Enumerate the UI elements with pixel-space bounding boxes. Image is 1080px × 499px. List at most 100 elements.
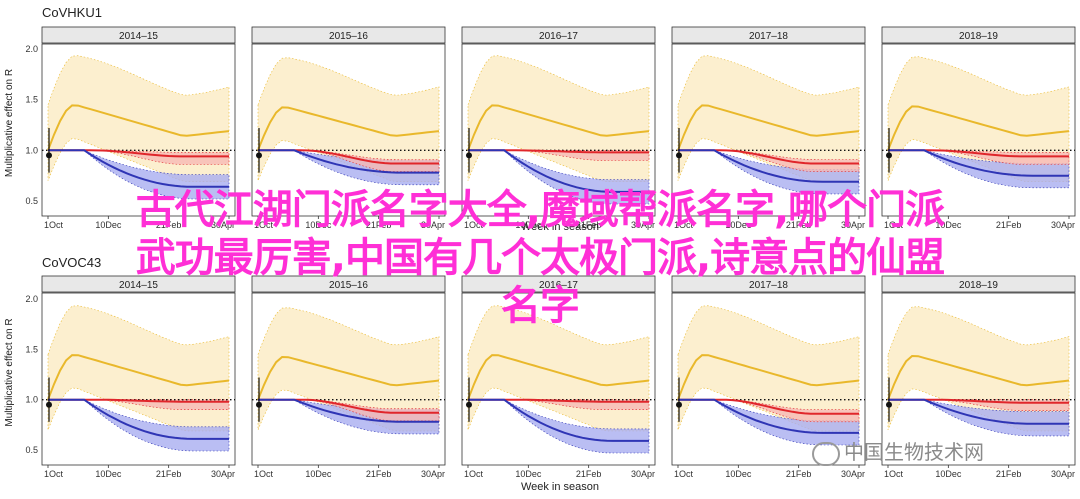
facet-strip-label: 2015–16 (329, 280, 368, 291)
blue-series-line (678, 398, 859, 434)
facet-strip-label: 2016–17 (539, 31, 578, 42)
seasonal-series-line (677, 104, 860, 151)
x-tick-label: 30Apr (631, 220, 655, 230)
seasonal-series-line (47, 104, 230, 151)
chart-title-1: CoVHKU1 (42, 5, 102, 20)
x-tick-label: 30Apr (841, 469, 865, 479)
x-tick-label: 21Feb (996, 220, 1022, 230)
blue-ci-band (678, 150, 860, 195)
seasonal-series-line (677, 354, 860, 401)
blue-series-line (258, 149, 439, 174)
facet-strip-label: 2015–16 (329, 31, 368, 42)
overlay-title-line-1: 古代江湖门派名字大全,魔域帮派名字,哪个门派 (135, 187, 945, 233)
point-estimate (46, 401, 52, 408)
seasonal-series-line (467, 354, 650, 401)
x-tick-label: 10Dec (305, 220, 332, 230)
seasonal-series-line (47, 354, 230, 401)
chart-title-2: CoVOC43 (42, 255, 101, 270)
facet-strip (251, 275, 446, 293)
panel-2-2: 2015–16 1Oct 10Dec 21Feb 30Apr (251, 275, 446, 479)
x-tick-label: 1Oct (464, 220, 484, 230)
facet-strip (881, 275, 1076, 293)
y-axis-label-2: Multiplicative effect on R (4, 318, 15, 426)
x-tick-label: 30Apr (211, 220, 235, 230)
y-tick-label: 1.0 (25, 395, 38, 405)
y-axis-label-1: Multiplicative effect on R (4, 69, 15, 177)
x-tick-label: 21Feb (576, 469, 602, 479)
panel-1-4: 2017–18 1Oct 10Dec 21Feb 30Apr (671, 26, 866, 230)
panel-1-3: 2016–17 1Oct 10Dec 21Feb 30Apr (461, 26, 656, 230)
facet-strip-label: 2014–15 (119, 31, 158, 42)
seasonal-series-line (887, 354, 1070, 401)
x-tick-label: 10Dec (515, 220, 542, 230)
point-estimate (466, 152, 472, 159)
y-tick-label: 2.0 (25, 44, 38, 54)
point-estimate (886, 401, 892, 408)
x-tick-label: 21Feb (786, 220, 812, 230)
x-tick-label: 21Feb (786, 469, 812, 479)
x-tick-label: 1Oct (44, 469, 64, 479)
panel-2-4: 2017–18 1Oct 10Dec 21Feb 30Apr (671, 275, 866, 479)
point-estimate (256, 401, 262, 408)
x-tick-label: 21Feb (366, 469, 392, 479)
seasonal-series-line (887, 105, 1070, 151)
x-tick-label: 1Oct (674, 469, 694, 479)
blue-series-line (888, 149, 1069, 177)
y-tick-label: 1.5 (25, 95, 38, 105)
blue-series-line (888, 398, 1069, 425)
x-axis-title-2: Week in season (521, 481, 599, 493)
y-tick-label: 2.0 (25, 294, 38, 304)
facet-strip (41, 26, 236, 44)
seasonal-ci-band (677, 305, 860, 432)
x-tick-label: 21Feb (156, 469, 182, 479)
blue-series-line (48, 149, 229, 188)
blue-series-line (468, 398, 649, 442)
y-tick-label: 1.0 (25, 145, 38, 155)
x-tick-label: 10Dec (515, 469, 542, 479)
facet-strip-label: 2018–19 (959, 31, 998, 42)
facet-strip-label: 2017–18 (749, 280, 788, 291)
y-tick-label: 0.5 (25, 445, 38, 455)
x-tick-label: 1Oct (44, 220, 64, 230)
facet-strip (461, 26, 656, 44)
point-estimate (46, 152, 52, 159)
x-tick-label: 1Oct (464, 469, 484, 479)
panel-1-2: 2015–16 1Oct 10Dec 21Feb 30Apr (251, 26, 446, 230)
y-tick-label: 1.5 (25, 344, 38, 354)
seasonal-series-line (257, 106, 440, 151)
blue-series-line (468, 149, 649, 193)
x-tick-label: 10Dec (725, 469, 752, 479)
facet-strip-label: 2016–17 (539, 280, 578, 291)
blue-series-line (48, 398, 229, 440)
point-estimate (466, 401, 472, 408)
red-ci-band (888, 150, 1070, 165)
facet-strip-label: 2017–18 (749, 31, 788, 42)
x-tick-label: 10Dec (935, 220, 962, 230)
x-tick-label: 10Dec (95, 469, 122, 479)
facet-strip-label: 2018–19 (959, 280, 998, 291)
facet-strip (671, 26, 866, 44)
facet-strip (671, 275, 866, 293)
blue-ci-band (678, 399, 860, 446)
overlay-title-line-3: 名字 (501, 283, 580, 329)
point-estimate (886, 152, 892, 159)
blue-ci-band (468, 150, 650, 205)
watermark: 中国生物技术网 (812, 436, 984, 466)
x-tick-label: 21Feb (576, 220, 602, 230)
facet-strip-label: 2014–15 (119, 280, 158, 291)
x-tick-label: 30Apr (421, 220, 445, 230)
x-tick-label: 21Feb (366, 220, 392, 230)
x-tick-label: 1Oct (674, 220, 694, 230)
panel-2-1: 2014–15 1Oct 10Dec 21Feb 30Apr (41, 275, 236, 479)
blue-series-line (258, 398, 439, 423)
facet-strip (41, 275, 236, 293)
x-tick-label: 21Feb (996, 469, 1022, 479)
watermark-text: 中国生物技术网 (844, 440, 984, 464)
facet-strip (251, 26, 446, 44)
y-tick-label: 0.5 (25, 196, 38, 206)
x-tick-label: 10Dec (935, 469, 962, 479)
x-tick-label: 21Feb (156, 220, 182, 230)
blue-series-line (678, 149, 859, 183)
x-tick-label: 10Dec (305, 469, 332, 479)
